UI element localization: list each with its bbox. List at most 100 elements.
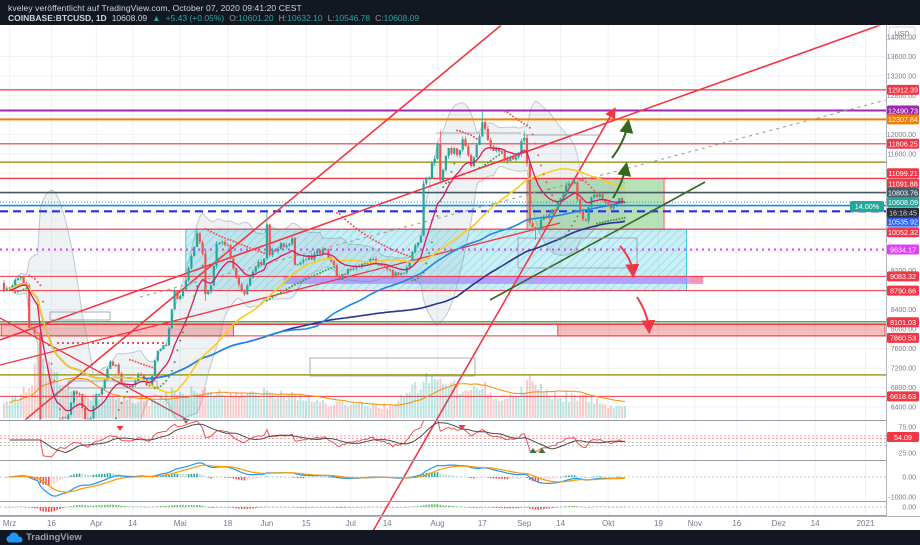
svg-text:8000.00: 8000.00 [891, 327, 916, 334]
svg-text:Apr: Apr [90, 519, 103, 528]
symbol-label[interactable]: COINBASE:BTCUSD, 1D [8, 13, 107, 23]
svg-text:9083.32: 9083.32 [890, 272, 916, 281]
pane-separators[interactable] [0, 420, 920, 517]
candlesticks [2, 111, 626, 420]
bollinger-band [11, 100, 626, 420]
low-label: L: [327, 13, 335, 23]
svg-text:16: 16 [732, 519, 741, 528]
svg-text:10803.76: 10803.76 [888, 188, 918, 197]
svg-text:11099.21: 11099.21 [888, 169, 917, 178]
close-label: C: [375, 13, 384, 23]
svg-text:11806.25: 11806.25 [888, 140, 917, 149]
svg-text:Okt: Okt [602, 519, 615, 528]
low-value: 10546.78 [334, 13, 371, 23]
svg-text:15: 15 [302, 519, 311, 528]
macd-histogram-pane [0, 504, 886, 512]
tradingview-cloud-icon [6, 532, 23, 543]
high-value: 10632.10 [287, 13, 323, 23]
currency-toggle: USD [895, 31, 910, 38]
svg-text:14000.00: 14000.00 [887, 35, 916, 42]
svg-text:0.00: 0.00 [902, 475, 916, 482]
svg-text:16: 16 [47, 519, 56, 528]
price-label: 12912.39 [887, 84, 919, 95]
close-value: 10608.09 [383, 13, 420, 23]
svg-text:0.00: 0.00 [902, 505, 916, 512]
svg-text:2021: 2021 [857, 519, 875, 528]
tradingview-brand[interactable]: TradingView [26, 532, 82, 543]
price-label: 10052.32 [887, 227, 919, 238]
horizontal-levels[interactable] [0, 89, 886, 397]
svg-text:12000.00: 12000.00 [887, 132, 916, 139]
price-label: 12307.84 [887, 114, 919, 125]
price-label: 10608.09 [887, 197, 919, 208]
price-label: 10535.92 [887, 216, 919, 227]
price-label: 11806.25 [887, 138, 919, 149]
svg-text:Jun: Jun [260, 519, 273, 528]
price-change: +5.43 (+0.05%) [165, 13, 225, 23]
svg-text:Sep: Sep [517, 519, 532, 528]
svg-text:6618.63: 6618.63 [890, 392, 916, 401]
red-demand-right [557, 323, 886, 337]
open-value: 10601.20 [238, 13, 274, 23]
svg-text:17: 17 [478, 519, 487, 528]
svg-text:6400.00: 6400.00 [891, 405, 916, 412]
price-label: 11091.88 [887, 178, 919, 189]
published-line: kveley veröffentlicht auf TradingView.co… [8, 3, 302, 13]
svg-text:9634.17: 9634.17 [890, 245, 916, 254]
price-label: 10803.76 [887, 187, 919, 198]
volume-bars [3, 352, 626, 418]
percent-change-label: 14.00% [850, 201, 884, 212]
svg-text:16:18:45: 16:18:45 [889, 208, 917, 217]
svg-text:18: 18 [223, 519, 232, 528]
moving-averages [9, 147, 626, 412]
svg-text:19: 19 [654, 519, 663, 528]
svg-text:14: 14 [556, 519, 565, 528]
svg-text:14.00%: 14.00% [855, 202, 880, 211]
svg-text:Dez: Dez [772, 519, 786, 528]
price-label: 12490.73 [887, 105, 919, 116]
svg-text:7860.53: 7860.53 [890, 334, 916, 343]
price-label: 8101.03 [887, 317, 919, 328]
direction-arrow-icon: ▲ [152, 13, 161, 23]
svg-text:10052.32: 10052.32 [888, 228, 918, 237]
svg-text:6800.00: 6800.00 [891, 385, 916, 392]
price-label: 9083.32 [887, 271, 919, 282]
svg-text:13200.00: 13200.00 [887, 73, 916, 80]
svg-text:13600.00: 13600.00 [887, 54, 916, 61]
svg-text:14: 14 [811, 519, 820, 528]
price-label: 9634.17 [887, 244, 919, 255]
svg-text:25.00: 25.00 [898, 451, 916, 458]
time-axis[interactable]: Mrz 16 Apr 14 Mai 18 Jun 15 Jul 14 Aug 17 Sep 14 Okt 19… [3, 519, 875, 528]
svg-text:Mrz: Mrz [3, 519, 16, 528]
svg-text:75.00: 75.00 [898, 425, 916, 432]
parabolic-sar-dots [14, 110, 626, 420]
svg-text:Jul: Jul [346, 519, 356, 528]
svg-text:Mai: Mai [174, 519, 187, 528]
open-label: O: [229, 13, 239, 23]
svg-text:12912.39: 12912.39 [888, 86, 918, 95]
svg-text:11600.00: 11600.00 [887, 151, 916, 158]
svg-text:12800.00: 12800.00 [887, 93, 916, 100]
chart-footer: TradingView [0, 530, 920, 545]
svg-text:11091.88: 11091.88 [888, 179, 917, 188]
svg-text:14: 14 [128, 519, 137, 528]
svg-text:-1000.00: -1000.00 [888, 495, 916, 502]
price-label: 6618.63 [887, 391, 919, 402]
price-label: 11099.21 [887, 168, 919, 179]
rsi-value-label: 54.09 [887, 432, 919, 442]
high-label: H: [278, 13, 288, 23]
price-label: 7860.53 [887, 332, 919, 343]
svg-text:7600.00: 7600.00 [891, 346, 916, 353]
last-price: 10608.09 [111, 13, 148, 23]
svg-text:8790.66: 8790.66 [890, 286, 916, 295]
svg-text:10535.92: 10535.92 [888, 217, 918, 226]
annotation-arrows[interactable] [611, 118, 656, 335]
svg-text:8400.00: 8400.00 [891, 307, 916, 314]
svg-text:12307.84: 12307.84 [888, 115, 918, 124]
svg-text:Aug: Aug [430, 519, 444, 528]
svg-text:Nov: Nov [688, 519, 702, 528]
